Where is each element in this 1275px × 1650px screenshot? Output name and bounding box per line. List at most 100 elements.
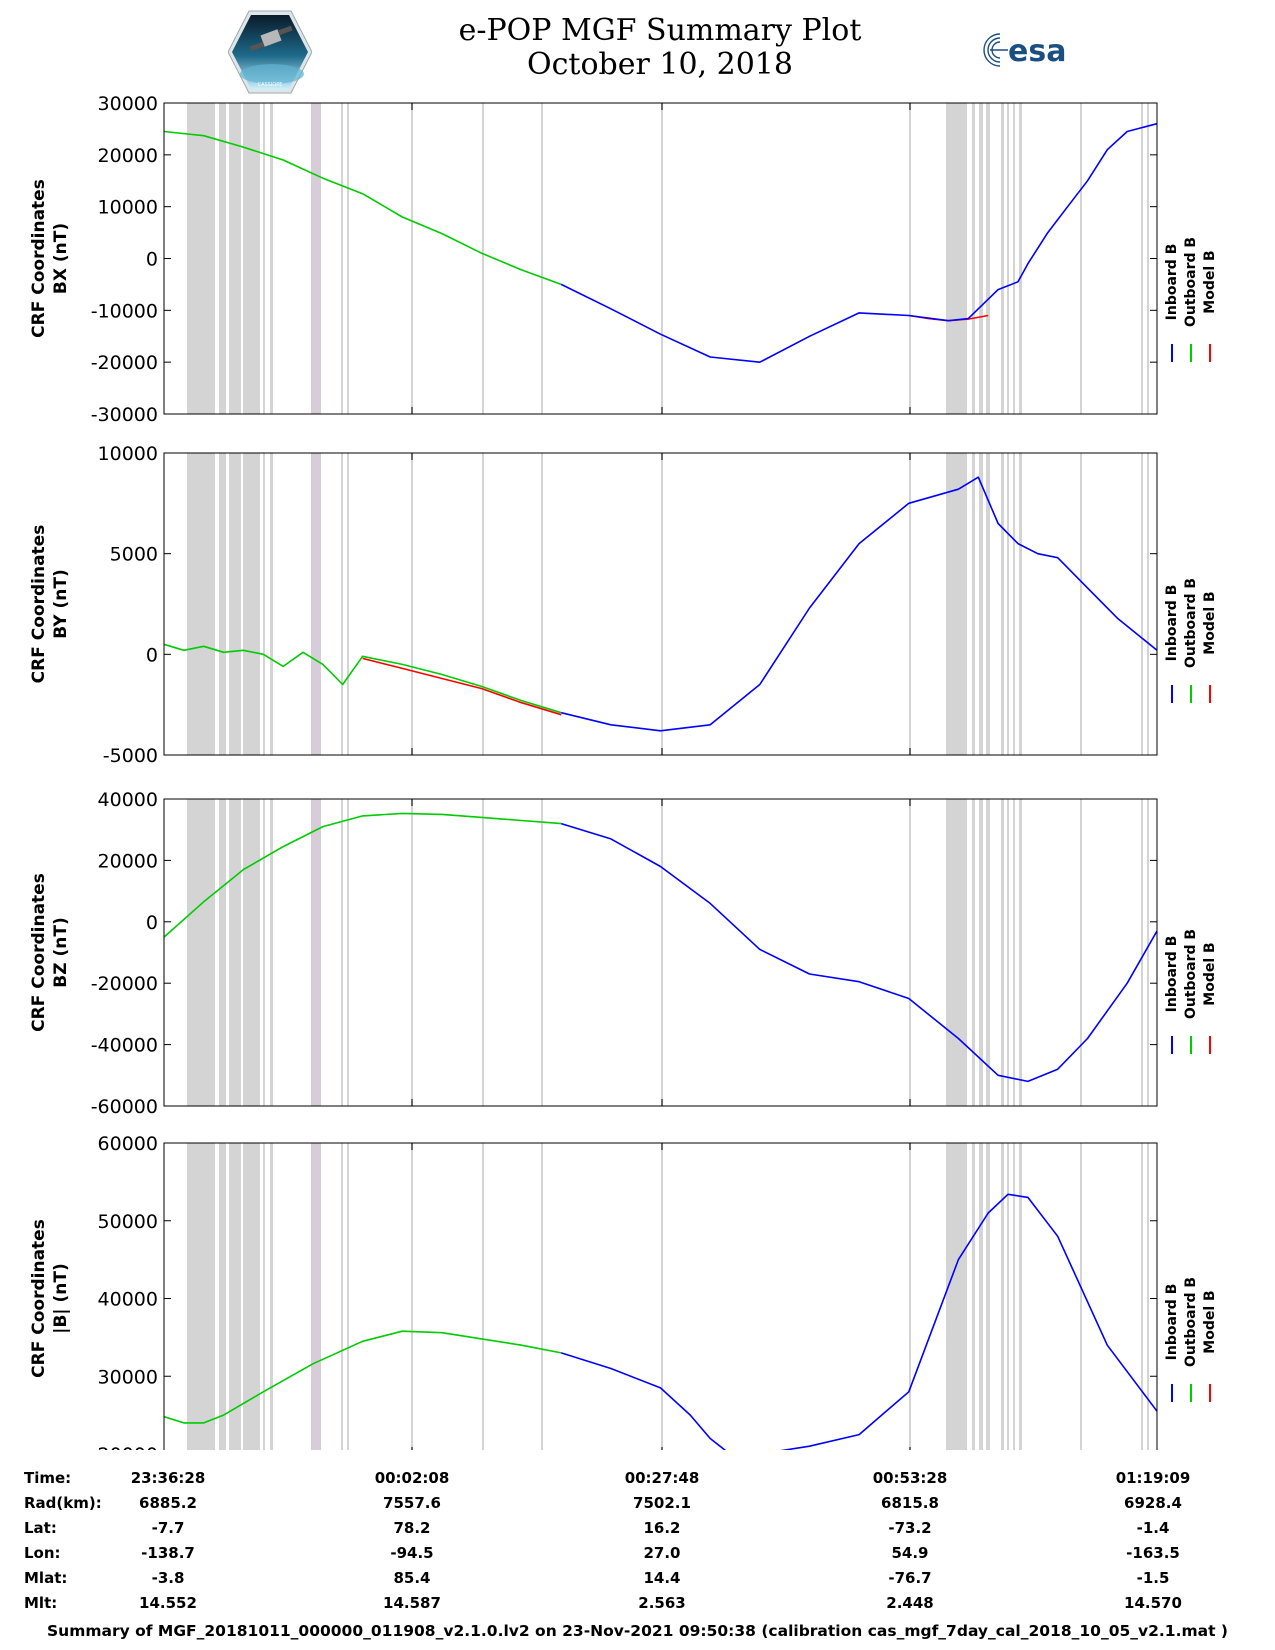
data-gap-band xyxy=(909,103,911,414)
series-line-outboard-b xyxy=(163,130,562,286)
data-gap-band xyxy=(1019,1143,1022,1450)
y-tick-label: -20000 xyxy=(91,352,158,374)
plot-frame xyxy=(163,452,1158,756)
table-cell: -3.8 xyxy=(151,1569,185,1587)
table-cell: 7557.6 xyxy=(383,1494,441,1512)
table-row: Mlat: -3.8 85.4 14.4 -76.7 -1.5 xyxy=(0,1569,1275,1593)
table-cell: 14.587 xyxy=(383,1594,441,1612)
legend-label: Inboard B xyxy=(1164,585,1180,662)
y-tick-label: 20000 xyxy=(98,145,158,167)
data-gap-band xyxy=(219,1143,226,1450)
data-gap-band xyxy=(341,453,343,755)
table-cell: 6815.8 xyxy=(881,1494,939,1512)
legend-label: Model B xyxy=(1202,250,1218,313)
data-gap-band xyxy=(187,1143,215,1450)
data-gap-band xyxy=(243,799,260,1106)
row-label: Mlat: xyxy=(24,1569,68,1587)
esa-logo-text: esa xyxy=(1008,34,1066,69)
legend-label: Inboard B xyxy=(1164,936,1180,1013)
data-gap-band xyxy=(541,103,543,414)
data-gap-band xyxy=(311,103,321,414)
table-cell: 54.9 xyxy=(891,1544,929,1562)
series-line-inboard-b xyxy=(561,476,1158,732)
data-gap-band xyxy=(1007,453,1009,755)
data-gap-band xyxy=(946,1143,967,1450)
table-cell: 6885.2 xyxy=(139,1494,197,1512)
data-gap-band xyxy=(979,799,983,1106)
y-tick-label: 30000 xyxy=(98,93,158,115)
data-gap-band xyxy=(1080,103,1082,414)
y-axis-label-line1: CRF Coordinates xyxy=(29,1219,49,1378)
data-gap-band xyxy=(187,453,215,755)
y-tick-label: -5000 xyxy=(103,745,158,767)
table-cell: 14.4 xyxy=(643,1569,681,1587)
data-gap-band xyxy=(1013,453,1015,755)
table-row: Lon: -138.7 -94.5 27.0 54.9 -163.5 xyxy=(0,1544,1275,1568)
data-gap-band xyxy=(1147,453,1149,755)
data-gap-band xyxy=(661,1143,663,1450)
y-axis-label-line1: CRF Coordinates xyxy=(29,179,49,338)
table-row: Rad(km): 6885.2 7557.6 7502.1 6815.8 6928.4 xyxy=(0,1494,1275,1518)
plot-title: e-POP MGF Summary Plot October 10, 2018 xyxy=(400,14,920,82)
data-gap-band xyxy=(1019,103,1022,414)
y-axis-label: CRF Coordinates BZ (nT) xyxy=(29,873,71,1032)
y-axis-label-line2: BY (nT) xyxy=(51,569,71,639)
data-gap-band xyxy=(979,103,983,414)
table-cell: -7.7 xyxy=(151,1519,185,1537)
data-gap-band xyxy=(1019,453,1022,755)
data-gap-band xyxy=(1001,799,1004,1106)
y-tick-label: 10000 xyxy=(98,443,158,465)
y-axis-label-line2: BX (nT) xyxy=(51,223,71,294)
data-gap-band xyxy=(986,1143,990,1450)
y-tick-label: 60000 xyxy=(98,1133,158,1155)
series-line-outboard-b xyxy=(163,643,562,714)
data-gap-band xyxy=(347,799,349,1106)
legend-label: Model B xyxy=(1202,591,1218,654)
cassiope-logo: CASSIOPE xyxy=(228,10,312,94)
data-gap-band xyxy=(187,103,215,414)
table-cell: 23:36:28 xyxy=(130,1469,206,1487)
data-gap-band xyxy=(661,103,663,414)
table-cell: -94.5 xyxy=(390,1544,434,1562)
data-gap-band xyxy=(482,799,484,1106)
table-cell: 00:02:08 xyxy=(374,1469,450,1487)
table-cell: -73.2 xyxy=(888,1519,932,1537)
legend-label: Outboard B xyxy=(1183,578,1199,668)
series-line-inboard-b xyxy=(560,1193,1158,1450)
y-axis-label-line2: BZ (nT) xyxy=(51,917,71,987)
y-tick-label: 20000 xyxy=(98,850,158,872)
data-gap-band xyxy=(229,1143,241,1450)
data-gap-band xyxy=(541,1143,543,1450)
data-gap-band xyxy=(311,799,321,1106)
y-tick-label: 10000 xyxy=(98,197,158,219)
row-label: Rad(km): xyxy=(24,1494,102,1512)
data-gap-band xyxy=(229,103,241,414)
data-gap-band xyxy=(482,103,484,414)
by-panel: -5000 0 5000 10000 CRF Coordinates BY (nT) Inb… xyxy=(29,443,1218,767)
y-axis-label-line1: CRF Coordinates xyxy=(29,525,49,684)
data-gap-band xyxy=(979,1143,983,1450)
data-gap-band xyxy=(909,799,911,1106)
data-gap-band xyxy=(986,103,990,414)
data-gap-band xyxy=(187,799,215,1106)
data-gap-band xyxy=(946,103,967,414)
table-cell: 2.448 xyxy=(886,1594,934,1612)
series-line-outboard-b xyxy=(163,812,562,938)
y-tick-label: -60000 xyxy=(91,1096,158,1118)
data-gap-band xyxy=(411,103,413,414)
plot-date: October 10, 2018 xyxy=(527,47,793,82)
data-gap-band xyxy=(270,1143,273,1450)
table-cell: -163.5 xyxy=(1126,1544,1180,1562)
data-gap-band xyxy=(986,453,990,755)
row-label: Lon: xyxy=(24,1544,61,1562)
data-gap-band xyxy=(1080,799,1082,1106)
data-gap-band xyxy=(411,453,413,755)
plot-title-line1: e-POP MGF Summary Plot xyxy=(458,13,862,48)
table-cell: 85.4 xyxy=(393,1569,431,1587)
data-gap-band xyxy=(1141,103,1143,414)
data-gap-band xyxy=(229,453,241,755)
data-gap-band xyxy=(311,1143,321,1450)
data-gap-band xyxy=(1080,1143,1082,1450)
data-gap-band xyxy=(986,799,990,1106)
data-gap-band xyxy=(1001,103,1004,414)
